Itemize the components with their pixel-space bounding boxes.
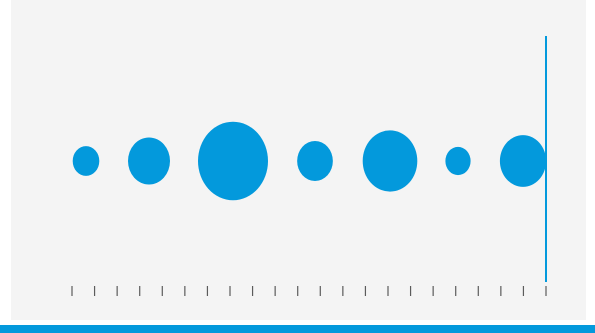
timeline-bubble[interactable] [198,121,268,201]
timeline-bubble[interactable] [445,146,471,176]
timeline-bubble[interactable] [499,135,547,187]
tick-ruler [71,286,547,296]
timeline-bubble[interactable] [297,141,333,181]
timeline-bubble[interactable] [362,130,418,192]
bubble-group [72,121,547,201]
bottom-accent-bar [0,325,595,333]
timeline-bubble[interactable] [72,146,100,176]
timeline-bubble[interactable] [128,137,170,185]
